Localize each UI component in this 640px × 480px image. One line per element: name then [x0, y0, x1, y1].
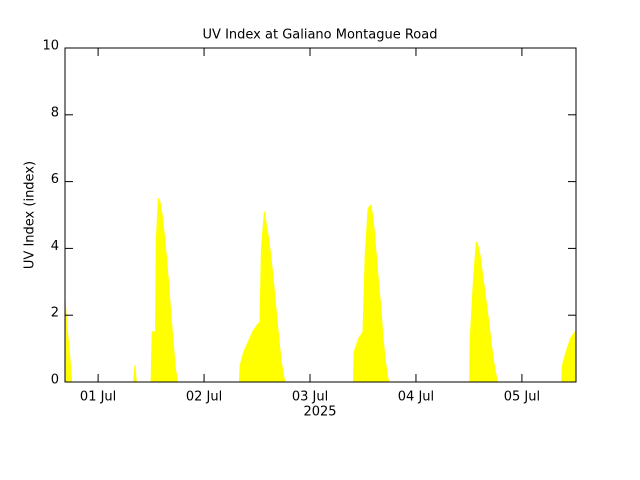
y-tick-label: 6 — [51, 172, 59, 187]
x-tick-label: 03 Jul — [292, 390, 328, 405]
uv-area — [64, 198, 577, 383]
plot-frame — [64, 47, 577, 383]
x-tick-label: 04 Jul — [398, 390, 434, 405]
y-tick-label: 10 — [42, 39, 59, 54]
x-tick-label: 01 Jul — [80, 390, 116, 405]
y-tick-label: 4 — [51, 239, 59, 254]
y-tick-label: 0 — [51, 373, 59, 388]
y-axis-label: UV Index (index) — [23, 161, 38, 269]
y-tick-label: 8 — [51, 105, 59, 120]
x-tick-label: 02 Jul — [186, 390, 222, 405]
x-tick-label: 05 Jul — [504, 390, 540, 405]
chart-title: UV Index at Galiano Montague Road — [203, 28, 438, 43]
x-axis-label: 2025 — [303, 405, 336, 420]
y-tick-label: 2 — [51, 306, 59, 321]
